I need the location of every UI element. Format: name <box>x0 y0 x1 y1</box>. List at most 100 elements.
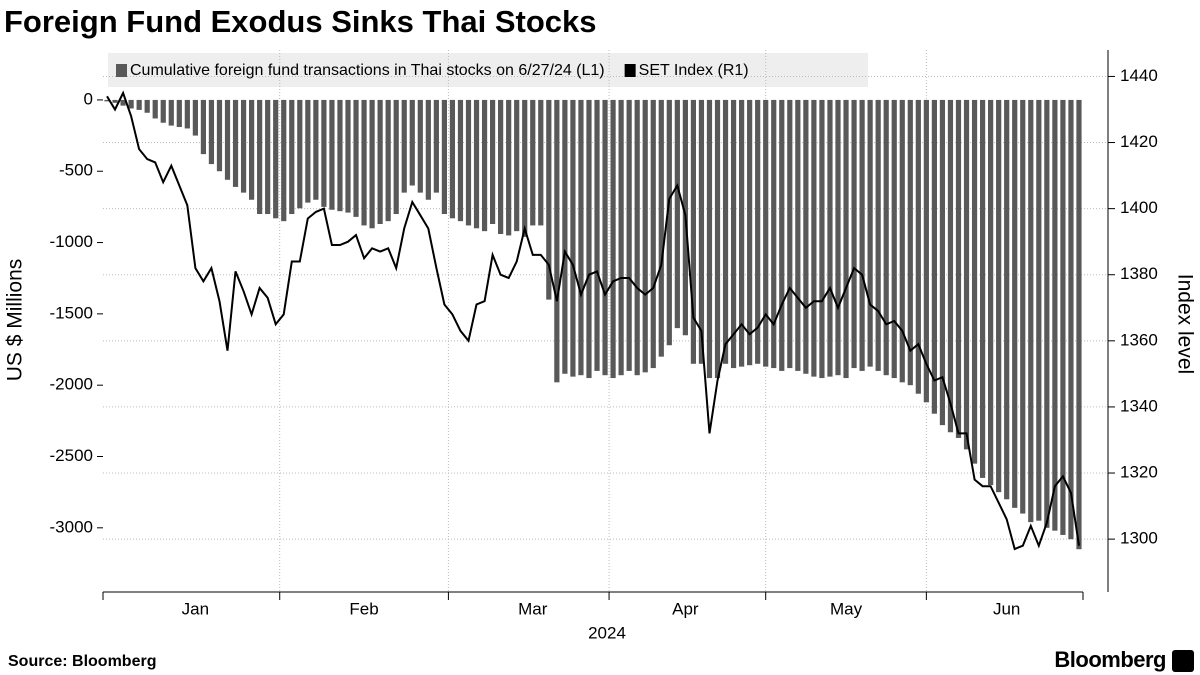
bar <box>433 99 439 193</box>
bar <box>289 99 295 215</box>
bar <box>329 99 335 210</box>
bar <box>401 99 407 193</box>
y2-axis-title: Index level <box>1173 274 1196 374</box>
bar <box>730 99 737 369</box>
bar <box>313 99 319 200</box>
bar <box>859 99 865 371</box>
bar <box>851 99 857 369</box>
bar <box>337 99 343 212</box>
bar <box>698 99 705 364</box>
bar <box>883 99 889 376</box>
bar <box>618 99 624 376</box>
bar <box>192 99 198 136</box>
bar <box>216 99 223 172</box>
bar <box>489 99 496 225</box>
y2-tick-label: 1340 <box>1120 396 1158 415</box>
bar <box>1060 99 1066 535</box>
bar <box>755 99 761 364</box>
bar <box>899 99 905 383</box>
bar <box>1020 99 1026 514</box>
bar <box>144 99 150 113</box>
bar <box>104 99 110 102</box>
chart-title: Foreign Fund Exodus Sinks Thai Stocks <box>4 4 597 39</box>
bar <box>208 99 215 165</box>
x-tick-label: Apr <box>672 599 699 618</box>
brand-icon <box>1172 650 1194 672</box>
bar <box>232 99 239 187</box>
bar <box>787 99 793 369</box>
bar <box>626 99 632 371</box>
bar <box>184 99 190 129</box>
bar <box>586 99 592 379</box>
bar <box>570 99 576 377</box>
bar <box>281 99 287 222</box>
bar <box>747 99 753 366</box>
bar <box>273 99 279 219</box>
bar <box>819 99 825 379</box>
brand: Bloomberg <box>1054 647 1166 672</box>
bar <box>361 99 367 226</box>
bar <box>891 99 897 379</box>
bar <box>674 99 680 329</box>
bar <box>602 99 608 376</box>
bar <box>971 99 978 464</box>
y2-tick-label: 1440 <box>1120 66 1158 85</box>
y-tick-label: -2000 <box>50 375 93 394</box>
bar <box>811 99 817 377</box>
bar <box>642 99 648 373</box>
y2-tick-label: 1400 <box>1120 198 1158 217</box>
bar <box>224 99 231 180</box>
y-tick-label: -500 <box>59 161 93 180</box>
bar <box>714 99 721 379</box>
legend-label: Cumulative foreign fund transactions in … <box>130 62 605 79</box>
bar <box>546 99 552 300</box>
line <box>106 90 1080 551</box>
bar <box>353 99 359 217</box>
bar <box>666 99 672 346</box>
y-tick-label: -1000 <box>50 232 93 251</box>
bar <box>128 99 134 109</box>
bar <box>594 99 600 371</box>
bar <box>867 99 873 367</box>
bar <box>722 99 729 364</box>
bar <box>650 99 656 369</box>
x-tick-label: Feb <box>349 599 378 618</box>
bar <box>321 99 327 207</box>
bar <box>393 99 399 215</box>
bar <box>200 99 207 155</box>
bar <box>176 99 182 128</box>
bar <box>168 99 174 126</box>
bar <box>690 99 697 364</box>
bar <box>449 99 456 219</box>
bar <box>240 99 247 193</box>
bar <box>963 99 970 450</box>
bar <box>538 99 544 226</box>
bar <box>955 99 962 438</box>
bar <box>578 99 584 376</box>
bar <box>369 99 375 229</box>
bar <box>112 99 118 103</box>
y2-tick-label: 1300 <box>1120 529 1158 548</box>
bar <box>441 99 447 215</box>
bar <box>409 99 415 186</box>
bar <box>706 99 713 379</box>
bar <box>1044 99 1050 528</box>
bar <box>1076 99 1082 550</box>
y-tick-label: -1500 <box>50 303 93 322</box>
bar <box>265 99 271 215</box>
bar <box>152 99 158 119</box>
bar <box>803 99 809 374</box>
bar <box>385 99 391 222</box>
bar <box>907 99 913 386</box>
bar <box>554 99 560 383</box>
bar <box>481 99 488 232</box>
bar <box>915 99 921 394</box>
bar <box>562 99 568 374</box>
bar <box>739 99 745 367</box>
bar <box>136 99 142 110</box>
source: Source: Bloomberg <box>8 653 156 670</box>
y2-tick-label: 1380 <box>1120 264 1158 283</box>
bar <box>610 99 616 379</box>
